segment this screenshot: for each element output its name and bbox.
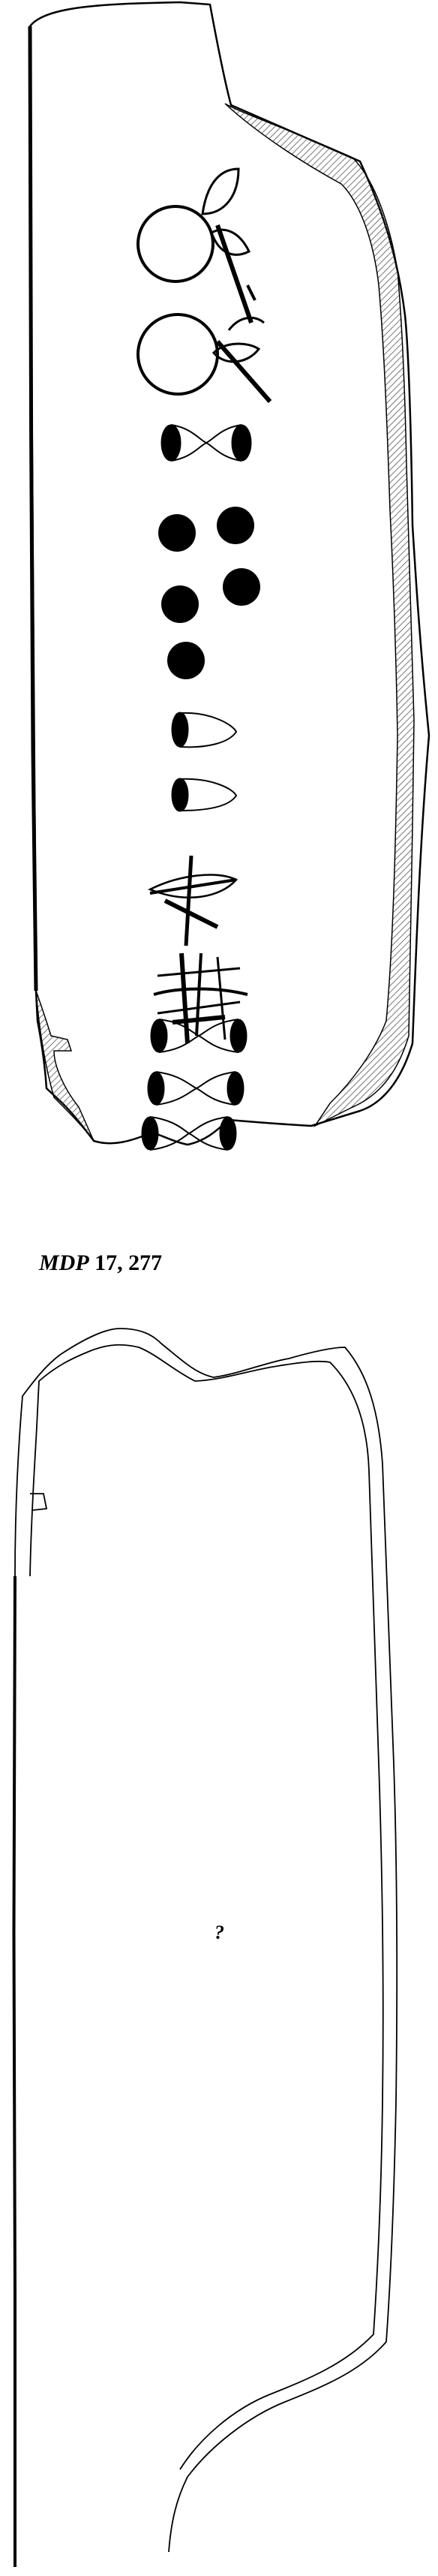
sign-cross bbox=[147, 855, 238, 946]
reverse-outline-outer bbox=[14, 1328, 398, 2553]
reverse-outline-inner bbox=[29, 1344, 384, 2470]
sign-bowtie-3 bbox=[147, 1071, 244, 1106]
reverse-face bbox=[12, 1328, 398, 2567]
sign-bowtie-4 bbox=[141, 1116, 237, 1151]
obverse-right-damage bbox=[224, 103, 415, 1127]
reverse-question-mark: ? bbox=[214, 1921, 224, 1943]
obverse-face bbox=[28, 1, 430, 1151]
caption-number: 17, 277 bbox=[94, 1250, 163, 1275]
sign-bowtie-2 bbox=[150, 1019, 248, 1053]
sign-circle-leaf-1 bbox=[136, 167, 254, 324]
reverse-notch bbox=[30, 1493, 48, 1511]
sign-cone-2 bbox=[171, 778, 238, 812]
obverse-left-edge bbox=[28, 26, 38, 992]
sign-bowtie-1 bbox=[160, 424, 252, 462]
sign-circle-leaf-2 bbox=[136, 284, 272, 403]
reverse-left-edge bbox=[12, 1575, 17, 2567]
sign-five-dots bbox=[158, 507, 260, 679]
tablet-caption: MDP 17, 277 bbox=[39, 1250, 162, 1276]
sign-cone-1 bbox=[171, 712, 238, 748]
caption-series: MDP bbox=[39, 1250, 89, 1275]
obverse-left-chip bbox=[35, 990, 94, 1142]
